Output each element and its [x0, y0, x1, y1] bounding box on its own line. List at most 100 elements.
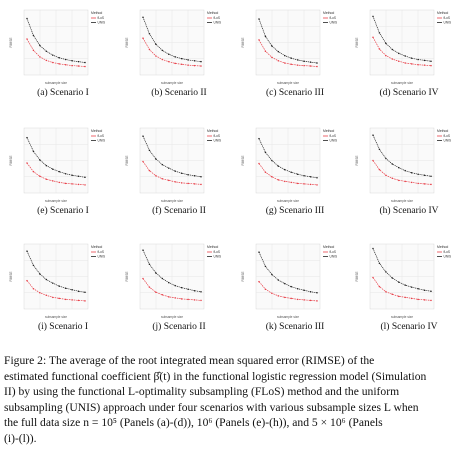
- data-point-flos: [32, 170, 35, 173]
- data-point-unis: [77, 60, 80, 63]
- y-axis-label: RIMSE: [241, 155, 245, 165]
- data-point-unis: [290, 171, 292, 173]
- data-point-flos: [142, 277, 144, 280]
- legend-title: Method: [323, 129, 334, 133]
- x-axis-label: subsample size: [391, 81, 413, 85]
- series-line-flos: [26, 38, 86, 67]
- series-line-unis: [258, 138, 318, 179]
- data-point-flos: [372, 36, 374, 39]
- data-point-unis: [398, 52, 400, 55]
- data-point-unis: [84, 291, 86, 294]
- data-point-flos: [26, 38, 28, 40]
- series-line-unis: [258, 251, 318, 294]
- data-point-flos: [45, 294, 48, 297]
- data-point-flos: [271, 176, 273, 178]
- data-point-unis: [385, 42, 387, 45]
- data-point-flos: [32, 49, 35, 52]
- data-point-unis: [316, 62, 318, 64]
- data-point-unis: [52, 168, 54, 170]
- data-point-unis: [316, 177, 318, 179]
- chart-panel: RIMSE subsample size Method fLoS UNIS (l) Sce…: [354, 238, 464, 332]
- data-point-unis: [45, 50, 48, 52]
- data-point-flos: [372, 159, 374, 162]
- data-point-unis: [309, 176, 312, 178]
- data-point-unis: [290, 57, 292, 59]
- series-line-unis: [372, 16, 432, 62]
- data-point-flos: [391, 58, 394, 60]
- series-line-unis: [372, 248, 432, 292]
- data-point-unis: [410, 57, 413, 59]
- data-point-unis: [404, 284, 406, 286]
- data-point-flos: [84, 65, 86, 68]
- data-point-flos: [271, 56, 273, 59]
- data-point-flos: [161, 294, 164, 296]
- data-point-unis: [378, 148, 381, 151]
- chart-panel: RIMSE subsample size Method fLoS UNIS (d) Sce…: [354, 4, 464, 98]
- data-point-flos: [378, 48, 381, 50]
- chart-panel: RIMSE subsample size Method fLoS UNIS (k) Sce…: [240, 238, 350, 332]
- data-point-flos: [391, 293, 394, 296]
- data-point-unis: [372, 15, 374, 18]
- data-point-flos: [430, 299, 432, 302]
- data-point-flos: [417, 182, 419, 185]
- data-point-unis: [271, 273, 273, 276]
- data-point-flos: [26, 279, 28, 282]
- data-point-flos: [316, 184, 318, 186]
- data-point-flos: [264, 171, 267, 173]
- data-point-flos: [58, 181, 60, 184]
- series-line-unis: [26, 18, 86, 63]
- data-point-unis: [398, 166, 400, 169]
- data-point-unis: [391, 163, 394, 165]
- data-point-flos: [385, 54, 387, 57]
- x-axis-label: subsample size: [161, 315, 183, 319]
- legend-title: Method: [323, 11, 334, 15]
- data-point-unis: [174, 56, 176, 58]
- y-axis-label: RIMSE: [241, 271, 245, 281]
- caption-line: subsampling (UNIS) approach under four s…: [4, 400, 419, 414]
- data-point-unis: [264, 151, 267, 154]
- data-point-flos: [52, 180, 54, 182]
- x-axis-label: subsample size: [161, 199, 183, 203]
- legend-label: fLoS: [214, 134, 221, 138]
- legend-label: fLoS: [444, 250, 451, 254]
- legend-label: UNIS: [330, 21, 338, 25]
- data-point-unis: [77, 175, 80, 178]
- panel-caption: (l) Scenario IV: [380, 322, 438, 332]
- data-point-flos: [187, 182, 189, 185]
- data-point-unis: [52, 54, 54, 56]
- data-point-unis: [155, 43, 157, 45]
- data-point-unis: [430, 175, 432, 178]
- x-axis-label: subsample size: [161, 81, 183, 85]
- data-point-flos: [45, 178, 48, 181]
- data-point-flos: [71, 299, 73, 301]
- data-point-flos: [309, 299, 312, 302]
- chart-panel: RIMSE subsample size Method fLoS UNIS (c) Sce…: [240, 4, 350, 98]
- data-point-unis: [200, 60, 202, 63]
- y-axis-label: RIMSE: [355, 155, 359, 165]
- legend-label: fLoS: [98, 134, 105, 138]
- data-point-unis: [148, 149, 151, 152]
- legend-label: fLoS: [214, 250, 221, 254]
- data-point-unis: [64, 172, 67, 175]
- data-point-unis: [309, 61, 312, 63]
- data-point-flos: [193, 183, 196, 185]
- x-axis-label: subsample size: [45, 315, 67, 319]
- legend-label: UNIS: [444, 255, 452, 259]
- data-point-flos: [296, 298, 299, 301]
- legend-title: Method: [91, 245, 102, 249]
- data-point-unis: [404, 169, 406, 172]
- data-point-unis: [284, 282, 286, 285]
- series-line-unis: [142, 135, 202, 178]
- data-point-unis: [168, 167, 170, 169]
- data-point-flos: [398, 60, 400, 62]
- data-point-unis: [378, 262, 381, 265]
- caption-line: (i)-(l)).: [4, 431, 37, 445]
- data-point-flos: [423, 299, 426, 301]
- data-point-unis: [391, 48, 394, 51]
- legend-label: UNIS: [98, 139, 106, 143]
- data-point-unis: [32, 264, 35, 267]
- data-point-flos: [398, 179, 400, 182]
